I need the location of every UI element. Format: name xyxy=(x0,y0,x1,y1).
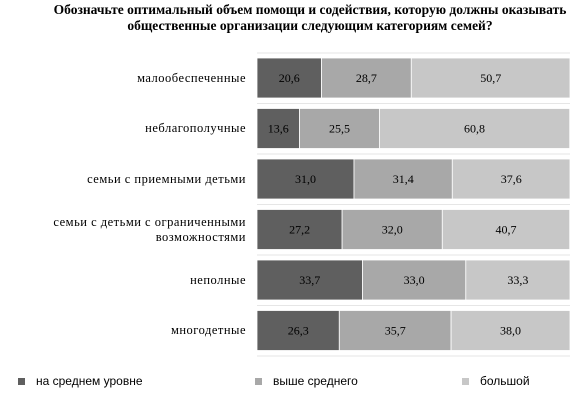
legend-swatch xyxy=(462,378,469,385)
bar-segment-avg xyxy=(256,57,322,99)
value-label: 31,4 xyxy=(393,172,414,186)
bar-segment-large xyxy=(450,310,571,351)
category-label: неблагополучные xyxy=(145,121,246,135)
value-label: 50,7 xyxy=(480,71,501,85)
bar-segment-avg xyxy=(256,310,340,351)
category-label: семьи с приемными детьми xyxy=(87,171,246,186)
legend-swatch xyxy=(255,378,262,385)
bar-segment-large xyxy=(441,209,571,250)
value-label: 25,5 xyxy=(329,122,350,136)
bar-segment-avg xyxy=(256,259,363,301)
value-label: 32,0 xyxy=(382,223,403,237)
bar-segment-above-avg xyxy=(353,158,453,200)
bar-segment-above-avg xyxy=(362,259,467,301)
bar-segment-avg xyxy=(256,209,343,250)
bar-segment-large xyxy=(451,158,571,200)
category-label: многодетные xyxy=(170,323,246,337)
legend-swatch xyxy=(18,378,25,385)
value-label: 26,3 xyxy=(288,324,309,338)
value-label: 33,0 xyxy=(404,273,425,287)
value-label: 28,7 xyxy=(356,71,377,85)
value-label: 40,7 xyxy=(496,223,517,237)
bar-segment-above-avg xyxy=(341,209,443,250)
bar-segment-above-avg xyxy=(321,57,412,99)
bar-segment-large xyxy=(465,259,571,301)
bar-segment-avg xyxy=(256,108,300,149)
value-label: 27,2 xyxy=(289,223,310,237)
bar-segment-above-avg xyxy=(299,108,380,149)
category-label: малообеспеченные xyxy=(137,70,246,85)
chart-title: Обозначьте оптимальный объем помощи и со… xyxy=(53,2,567,33)
bar-segment-large xyxy=(410,57,571,99)
value-label: 60,8 xyxy=(464,122,485,136)
value-label: 33,7 xyxy=(299,273,320,287)
category-label: неполные xyxy=(190,272,246,287)
value-label: 37,6 xyxy=(501,172,522,186)
value-label: 35,7 xyxy=(385,324,406,338)
value-label: 13,6 xyxy=(268,122,289,136)
legend-label: большой xyxy=(480,374,530,388)
bar-segment-avg xyxy=(256,158,355,200)
value-label: 38,0 xyxy=(500,324,521,338)
bar-segment-large xyxy=(378,108,571,149)
value-label: 31,0 xyxy=(295,172,316,186)
value-label: 33,3 xyxy=(507,273,528,287)
category-label: семьи с детьми с ограниченными возможнос… xyxy=(53,214,246,244)
legend-label: выше среднего xyxy=(273,374,358,388)
legend-label: на среднем уровне xyxy=(36,374,143,388)
value-label: 20,6 xyxy=(279,71,300,85)
